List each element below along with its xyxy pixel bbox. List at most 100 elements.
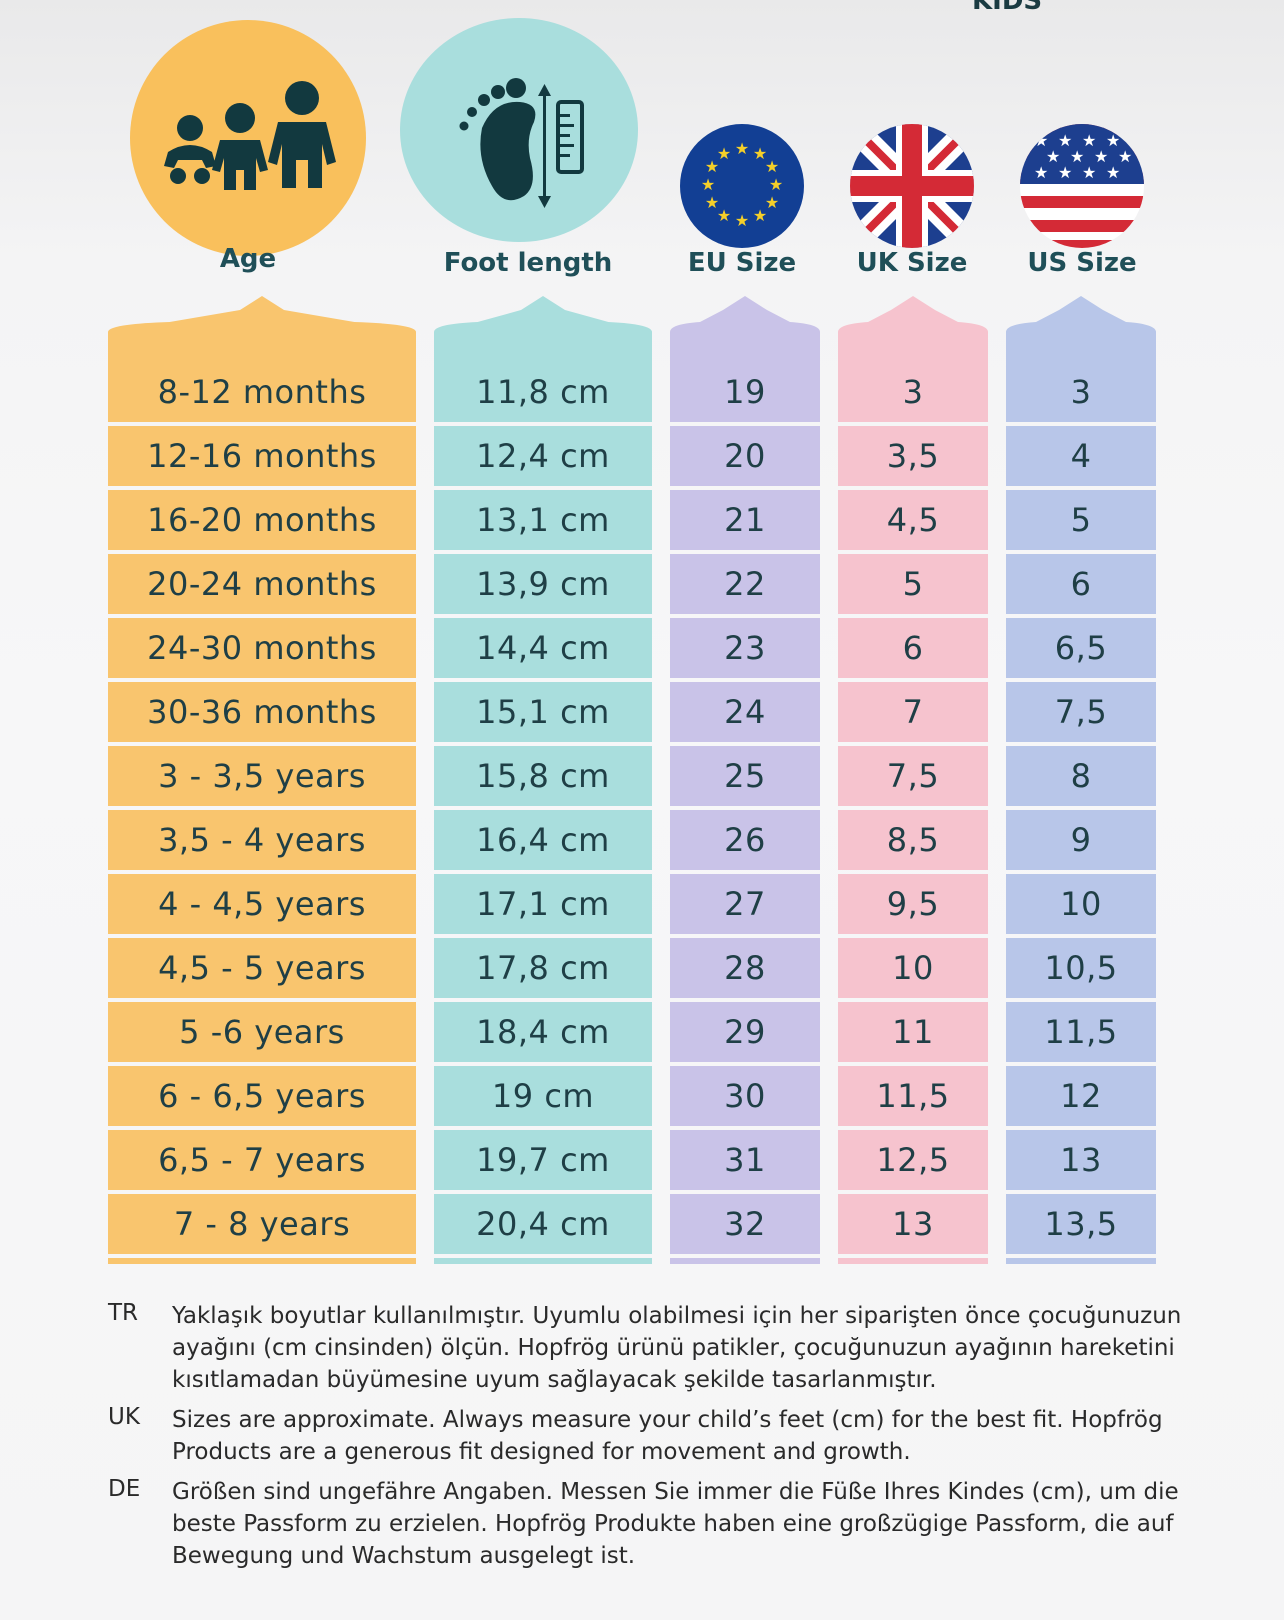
table-cell-eu: 28 xyxy=(670,938,820,998)
table-cell-foot: 16,4 cm xyxy=(434,810,652,870)
column-age: 8-12 months 12-16 months 16-20 months 20-24… xyxy=(108,296,416,1264)
table-cell-us: 7,5 xyxy=(1006,682,1156,742)
svg-text:★: ★ xyxy=(735,139,749,158)
svg-text:★: ★ xyxy=(1046,147,1060,166)
table-cell-foot: 11,8 cm xyxy=(434,362,652,422)
table-cell-uk: 3,5 xyxy=(838,426,988,486)
table-cell-uk: 13 xyxy=(838,1194,988,1254)
svg-text:★: ★ xyxy=(705,193,719,212)
svg-text:★: ★ xyxy=(717,144,731,163)
table-cell-age: 12-16 months xyxy=(108,426,416,486)
eu-flag-icon: ★ ★ ★ ★ ★ ★ ★ ★ ★ ★ ★ ★ xyxy=(680,124,804,248)
table-cell-eu: 24 xyxy=(670,682,820,742)
table-cell-us: 6 xyxy=(1006,554,1156,614)
svg-text:★: ★ xyxy=(1094,147,1108,166)
svg-text:★: ★ xyxy=(769,175,783,194)
table-cell-eu: 19 xyxy=(670,362,820,422)
column-cap xyxy=(838,296,988,364)
table-cell-uk: 8,5 xyxy=(838,810,988,870)
column-end xyxy=(670,1258,820,1264)
column-end xyxy=(434,1258,652,1264)
svg-text:★: ★ xyxy=(1034,163,1048,182)
notes-section: TR Yaklaşık boyutlar kullanılmıştır. Uyu… xyxy=(108,1300,1238,1580)
table-cell-eu: 25 xyxy=(670,746,820,806)
column-cap xyxy=(670,296,820,364)
note-lang: DE xyxy=(108,1476,141,1502)
column-label-us-size: US Size xyxy=(1027,248,1137,278)
note-tr: TR Yaklaşık boyutlar kullanılmıştır. Uyu… xyxy=(108,1300,1238,1396)
column-eu-size: 19 20 21 22 23 24 25 26 27 28 29 30 31 32 xyxy=(670,296,820,1264)
svg-text:★: ★ xyxy=(717,206,731,225)
svg-text:★: ★ xyxy=(765,157,779,176)
note-text: Yaklaşık boyutlar kullanılmıştır. Uyumlu… xyxy=(172,1303,1182,1393)
table-cell-us: 13 xyxy=(1006,1130,1156,1190)
column-label-uk-size: UK Size xyxy=(856,248,968,278)
table-cell-us: 12 xyxy=(1006,1066,1156,1126)
column-end xyxy=(838,1258,988,1264)
table-cell-uk: 5 xyxy=(838,554,988,614)
column-cap xyxy=(1006,296,1156,364)
table-cell-age: 24-30 months xyxy=(108,618,416,678)
table-cell-foot: 20,4 cm xyxy=(434,1194,652,1254)
svg-text:★: ★ xyxy=(1058,131,1072,150)
table-cell-foot: 12,4 cm xyxy=(434,426,652,486)
table-cell-us: 10,5 xyxy=(1006,938,1156,998)
table-cell-foot: 18,4 cm xyxy=(434,1002,652,1062)
note-lang: TR xyxy=(108,1300,139,1326)
table-cell-eu: 23 xyxy=(670,618,820,678)
table-cell-uk: 9,5 xyxy=(838,874,988,934)
foot-ruler-icon xyxy=(400,18,638,242)
note-text: Größen sind ungefähre Angaben. Messen Si… xyxy=(172,1479,1179,1569)
table-cell-eu: 22 xyxy=(670,554,820,614)
table-cell-us: 4 xyxy=(1006,426,1156,486)
column-label-age: Age xyxy=(219,244,277,274)
table-cell-eu: 26 xyxy=(670,810,820,870)
svg-text:★: ★ xyxy=(705,157,719,176)
table-cell-age: 5 -6 years xyxy=(108,1002,416,1062)
table-cell-age: 30-36 months xyxy=(108,682,416,742)
table-cell-uk: 10 xyxy=(838,938,988,998)
column-cap xyxy=(434,296,652,364)
table-cell-foot: 13,1 cm xyxy=(434,490,652,550)
svg-text:★: ★ xyxy=(1082,131,1096,150)
us-flag-icon: ★ ★ ★ ★ ★ ★ ★ ★ ★ ★ ★ ★ xyxy=(1020,124,1144,248)
note-text: Sizes are approximate. Always measure yo… xyxy=(172,1407,1163,1465)
table-cell-us: 6,5 xyxy=(1006,618,1156,678)
table-cell-age: 3 - 3,5 years xyxy=(108,746,416,806)
table-cell-foot: 19 cm xyxy=(434,1066,652,1126)
table-cell-age: 3,5 - 4 years xyxy=(108,810,416,870)
table-cell-foot: 15,8 cm xyxy=(434,746,652,806)
table-cell-uk: 3 xyxy=(838,362,988,422)
table-cell-uk: 7 xyxy=(838,682,988,742)
table-cell-foot: 17,1 cm xyxy=(434,874,652,934)
table-cell-eu: 32 xyxy=(670,1194,820,1254)
table-cell-us: 13,5 xyxy=(1006,1194,1156,1254)
table-cell-age: 8-12 months xyxy=(108,362,416,422)
table-cell-uk: 12,5 xyxy=(838,1130,988,1190)
table-cell-eu: 21 xyxy=(670,490,820,550)
table-cell-age: 6,5 - 7 years xyxy=(108,1130,416,1190)
table-cell-us: 5 xyxy=(1006,490,1156,550)
svg-text:★: ★ xyxy=(1106,131,1120,150)
table-cell-age: 4 - 4,5 years xyxy=(108,874,416,934)
table-cell-eu: 29 xyxy=(670,1002,820,1062)
table-cell-foot: 19,7 cm xyxy=(434,1130,652,1190)
table-cell-foot: 14,4 cm xyxy=(434,618,652,678)
svg-text:★: ★ xyxy=(1070,147,1084,166)
column-end xyxy=(108,1258,416,1264)
table-cell-uk: 7,5 xyxy=(838,746,988,806)
children-icon xyxy=(130,20,366,256)
table-cell-uk: 4,5 xyxy=(838,490,988,550)
table-cell-age: 6 - 6,5 years xyxy=(108,1066,416,1126)
table-cell-age: 4,5 - 5 years xyxy=(108,938,416,998)
note-de: DE Größen sind ungefähre Angaben. Messen… xyxy=(108,1476,1238,1572)
table-cell-us: 8 xyxy=(1006,746,1156,806)
column-foot-length: 11,8 cm 12,4 cm 13,1 cm 13,9 cm 14,4 cm 15,1 … xyxy=(434,296,652,1264)
table-cell-eu: 30 xyxy=(670,1066,820,1126)
table-cell-eu: 27 xyxy=(670,874,820,934)
table-cell-age: 20-24 months xyxy=(108,554,416,614)
svg-text:★: ★ xyxy=(735,211,749,230)
table-cell-us: 10 xyxy=(1006,874,1156,934)
svg-text:★: ★ xyxy=(1118,147,1132,166)
svg-text:★: ★ xyxy=(1082,163,1096,182)
